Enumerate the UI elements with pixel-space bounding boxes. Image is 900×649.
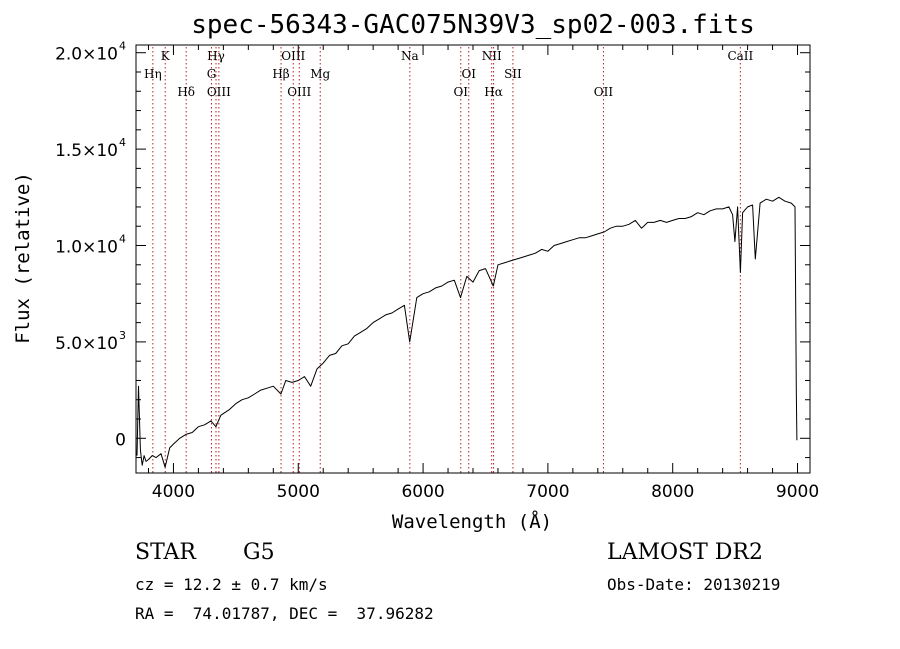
spectral-line-label: K (161, 49, 171, 63)
x-tick-label: 4000 (152, 482, 195, 502)
spectral-line-label: Hη (144, 67, 162, 81)
redshift-info: cz = 12.2 ± 0.7 km/s (135, 575, 328, 594)
y-tick-label: 5.0×10 (55, 334, 118, 354)
x-tick-label: 6000 (401, 482, 444, 502)
spectral-line-label: OI (453, 85, 468, 99)
y-tick-label: 2.0×10 (55, 45, 118, 65)
y-tick-label: 0 (115, 430, 126, 450)
y-tick-label: 1.5×10 (55, 141, 118, 161)
x-tick-label: 9000 (776, 482, 819, 502)
y-tick-exponent: 3 (119, 329, 126, 342)
spectral-line-label: Hδ (177, 85, 195, 99)
x-tick-label: 5000 (277, 482, 320, 502)
survey-name: LAMOST DR2 (607, 540, 763, 565)
coordinates-info: RA = 74.01787, DEC = 37.96282 (135, 604, 434, 623)
spectral-line-label: Hα (484, 85, 503, 99)
plot-frame (135, 44, 811, 474)
observation-date: Obs-Date: 20130219 (607, 575, 781, 594)
spectral-line-label: OI (461, 67, 476, 81)
spectral-line-label: G (207, 67, 217, 81)
y-axis-label: Flux (relative) (12, 172, 34, 344)
x-tick-label: 7000 (526, 482, 569, 502)
y-tick-exponent: 4 (119, 40, 126, 53)
y-tick-label: 1.0×10 (55, 238, 118, 258)
spectral-line-label: OIII (281, 49, 305, 63)
spectral-line-label: OII (594, 85, 614, 99)
spectral-line-label: CaII (727, 49, 753, 63)
object-class: STAR (135, 540, 196, 565)
y-tick-exponent: 4 (119, 136, 126, 149)
spectral-line-label: SII (504, 67, 522, 81)
spectral-line-label: Hγ (207, 49, 225, 63)
x-tick-label: 8000 (651, 482, 694, 502)
spectral-line-label: Mg (310, 67, 330, 81)
spectral-line-label: OIII (287, 85, 311, 99)
object-subclass: G5 (243, 540, 275, 565)
spectrum-line (136, 196, 798, 468)
chart-title: spec-56343-GAC075N39V3_sp02-003.fits (191, 10, 755, 40)
spectral-line-label: Hβ (272, 67, 289, 81)
spectral-line-label: Na (401, 49, 419, 63)
spectral-line-label: OIII (207, 85, 231, 99)
spectral-line-label: NII (482, 49, 502, 63)
x-axis-label: Wavelength (Å) (392, 510, 552, 533)
y-tick-exponent: 4 (119, 233, 126, 246)
